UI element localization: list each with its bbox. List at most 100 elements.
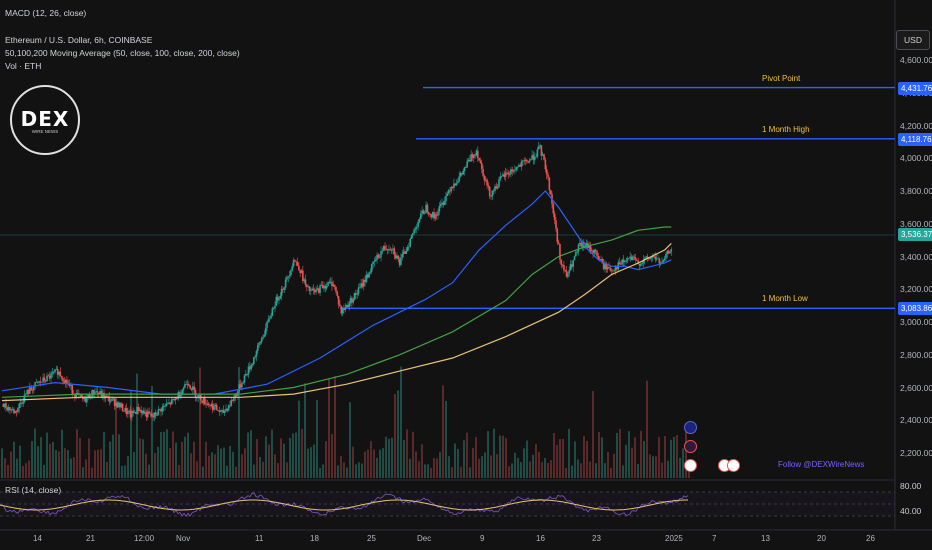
volume-bar — [343, 462, 345, 478]
volume-bar — [373, 449, 375, 478]
volume-bar — [163, 431, 165, 478]
candle — [618, 262, 621, 265]
candle — [540, 145, 543, 156]
candle — [419, 213, 422, 219]
candle — [309, 290, 312, 292]
volume-bar — [562, 438, 564, 478]
candle — [5, 403, 7, 408]
candle — [510, 169, 512, 175]
candle — [30, 387, 32, 390]
candle — [466, 161, 468, 168]
volume-bar — [190, 453, 192, 478]
rsi-title[interactable]: RSI (14, close) — [5, 485, 62, 495]
volume-bar — [43, 464, 45, 478]
candle — [366, 274, 369, 278]
candle — [336, 291, 339, 297]
volume-bar — [280, 438, 282, 478]
volume-bar — [349, 402, 351, 478]
candle — [461, 172, 463, 175]
volume-bar — [517, 457, 519, 478]
candle — [253, 357, 255, 365]
volume-bar — [637, 464, 639, 478]
volume-bar — [598, 431, 600, 478]
volume-bar — [514, 452, 516, 478]
volume-bar — [82, 467, 84, 478]
volume-bar — [238, 367, 240, 478]
candle — [29, 387, 31, 394]
candle — [458, 176, 461, 182]
candle — [339, 304, 341, 307]
moving-average-line[interactable] — [1, 242, 672, 402]
candle — [229, 405, 231, 407]
volume-bar — [403, 439, 405, 478]
moving-average-line[interactable] — [1, 226, 672, 398]
time-tick: 18 — [310, 534, 319, 543]
candle — [662, 260, 665, 263]
candle — [227, 405, 230, 411]
candle — [655, 258, 658, 260]
time-tick: 7 — [712, 534, 717, 543]
candle — [355, 292, 357, 295]
volume-bar — [52, 441, 54, 478]
macd-title[interactable]: MACD (12, 26, close) — [5, 8, 87, 18]
volume-bar — [298, 400, 300, 478]
candle — [172, 398, 174, 400]
ma-title[interactable]: 50,100,200 Moving Average (50, close, 10… — [5, 48, 240, 58]
time-tick: 26 — [866, 534, 875, 543]
candle — [401, 254, 404, 258]
price-tick: 4,600.00 — [900, 55, 932, 65]
volume-bar — [610, 467, 612, 478]
candle — [40, 381, 43, 383]
us-flag-icon[interactable] — [727, 459, 740, 472]
candle — [457, 181, 459, 184]
candle — [205, 404, 207, 405]
current-price-tag: 3,536.37 — [898, 228, 932, 241]
symbol-title[interactable]: Ethereum / U.S. Dollar, 6h, COINBASE — [5, 35, 153, 45]
time-tick: Nov — [176, 534, 191, 543]
candle — [442, 202, 445, 205]
candle — [201, 400, 203, 403]
candle — [431, 212, 434, 218]
plus-icon[interactable] — [684, 421, 697, 434]
candle — [642, 259, 645, 263]
candle — [311, 288, 313, 291]
volume-bar — [664, 436, 666, 478]
candle — [247, 366, 250, 375]
volume-bar — [127, 456, 129, 478]
volume-bar — [415, 451, 417, 478]
candle — [36, 381, 39, 383]
us-flag-icon[interactable] — [684, 459, 697, 472]
candle — [225, 408, 227, 412]
candle — [34, 382, 36, 387]
candle — [325, 285, 328, 289]
candle — [317, 288, 320, 293]
candle — [217, 409, 219, 411]
volume-bar — [322, 464, 324, 478]
candle — [264, 327, 267, 335]
candle — [526, 159, 528, 162]
logo-subtext: WIRE NEWS — [31, 128, 59, 134]
candle — [113, 398, 116, 406]
volume-bar — [592, 391, 594, 478]
candle — [344, 307, 347, 310]
candle — [274, 305, 276, 309]
volume-bar — [574, 441, 576, 478]
currency-button[interactable]: USD — [896, 30, 930, 50]
candle — [222, 410, 225, 413]
candle — [333, 284, 336, 287]
candle — [359, 287, 361, 289]
candle — [571, 264, 573, 267]
volume-bar — [673, 436, 675, 478]
flash-icon[interactable] — [684, 440, 697, 453]
candle — [14, 411, 17, 414]
candle — [409, 238, 411, 247]
volume-bar — [421, 444, 423, 478]
vol-title[interactable]: Vol · ETH — [5, 61, 42, 71]
candle — [629, 256, 631, 258]
volume-bar — [634, 437, 636, 478]
candle — [537, 146, 540, 150]
candle — [275, 296, 278, 306]
volume-bar — [364, 451, 366, 478]
candle — [135, 412, 137, 414]
